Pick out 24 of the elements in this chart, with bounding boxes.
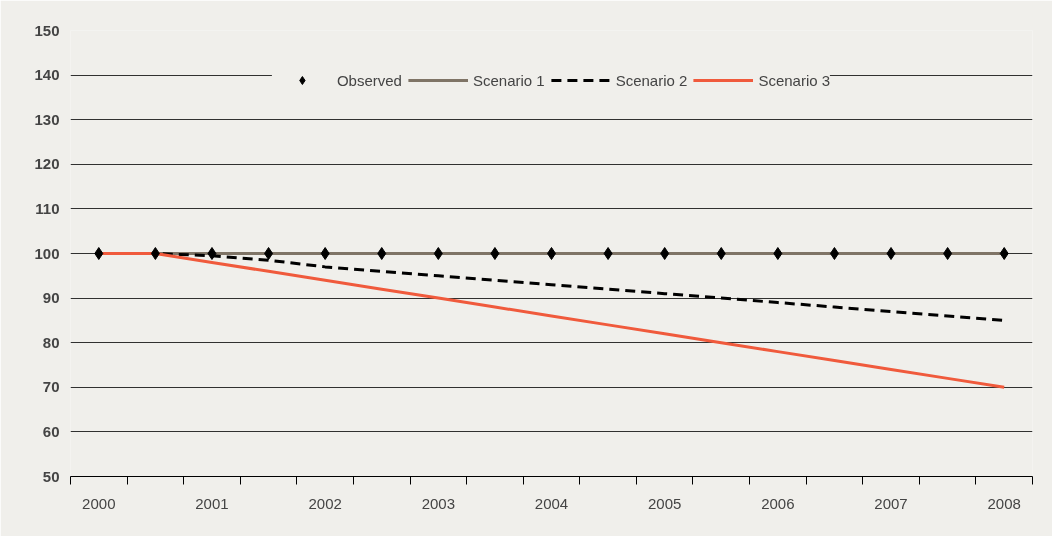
legend-label: Observed (336, 71, 402, 89)
x-tick-label: 2003 (421, 494, 456, 512)
x-tick-label: 2001 (195, 494, 229, 512)
y-tick-label: 100 (34, 244, 60, 262)
y-tick-label: 150 (34, 21, 60, 39)
y-tick-label: 90 (42, 289, 60, 307)
legend-label: Scenario 1 (472, 71, 545, 89)
x-tick-label: 2007 (874, 494, 908, 512)
x-tick-label: 2005 (647, 494, 682, 512)
y-tick-label: 60 (42, 422, 60, 440)
y-tick-label: 140 (34, 66, 60, 84)
y-tick-label: 50 (42, 467, 60, 485)
y-tick-label: 70 (42, 378, 60, 396)
legend-label: Scenario 3 (758, 71, 831, 89)
x-tick-label: 2006 (761, 494, 795, 512)
x-tick-label: 2004 (534, 494, 569, 512)
y-tick-label: 80 (42, 333, 60, 351)
legend-label: Scenario 2 (615, 71, 688, 89)
x-tick-label: 2000 (82, 494, 116, 512)
y-tick-label: 120 (34, 155, 60, 173)
x-tick-label: 2008 (987, 494, 1021, 512)
x-tick-label: 2002 (308, 494, 342, 512)
y-tick-label: 110 (35, 199, 60, 217)
y-tick-label: 130 (34, 110, 60, 128)
